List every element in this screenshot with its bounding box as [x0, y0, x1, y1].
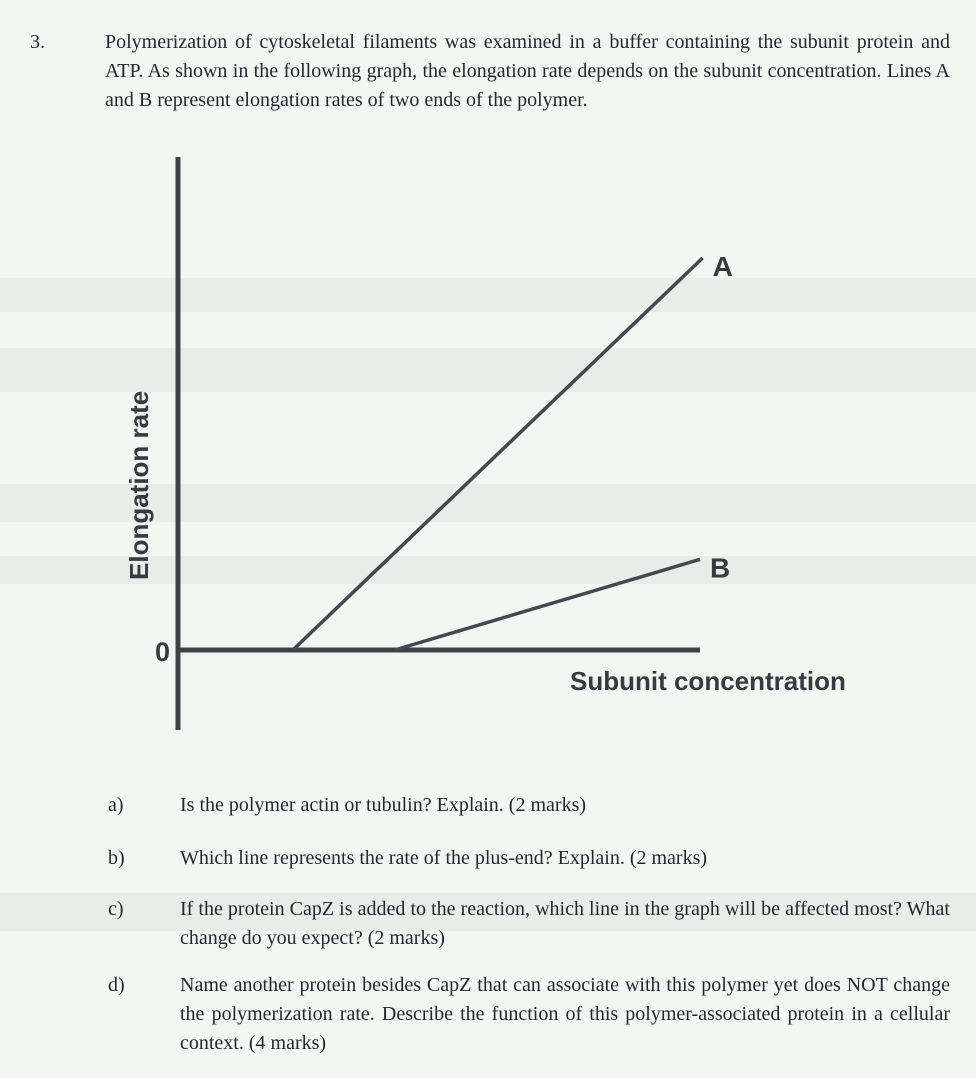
subquestion-c-label: c): [108, 898, 124, 920]
series-line-A: [291, 256, 704, 652]
series-group: AB: [291, 251, 733, 652]
subquestion-b-label: b): [108, 847, 125, 869]
subquestion-b-text: Which line represents the rate of the pl…: [180, 847, 708, 869]
origin-zero-label: 0: [155, 637, 170, 667]
question-number: 3.: [30, 31, 45, 53]
series-label-B: B: [710, 552, 730, 583]
subquestion-d-text: Name another protein besides CapZ that c…: [180, 974, 950, 1054]
subquestion-a-text: Is the polymer actin or tubulin? Explain…: [180, 794, 587, 816]
series-label-A: A: [713, 251, 733, 282]
subquestion-a-label: a): [108, 794, 124, 816]
y-axis-label: Elongation rate: [124, 391, 154, 580]
question-text: Polymerization of cytoskeletal filaments…: [105, 31, 950, 111]
elongation-rate-graph: AB 0 Elongation rate Subunit concentrati…: [124, 157, 846, 730]
subquestion-c-text: If the protein CapZ is added to the reac…: [180, 898, 950, 949]
x-axis-label: Subunit concentration: [570, 666, 846, 696]
series-line-B: [394, 557, 701, 652]
subquestion-d-label: d): [108, 974, 125, 996]
